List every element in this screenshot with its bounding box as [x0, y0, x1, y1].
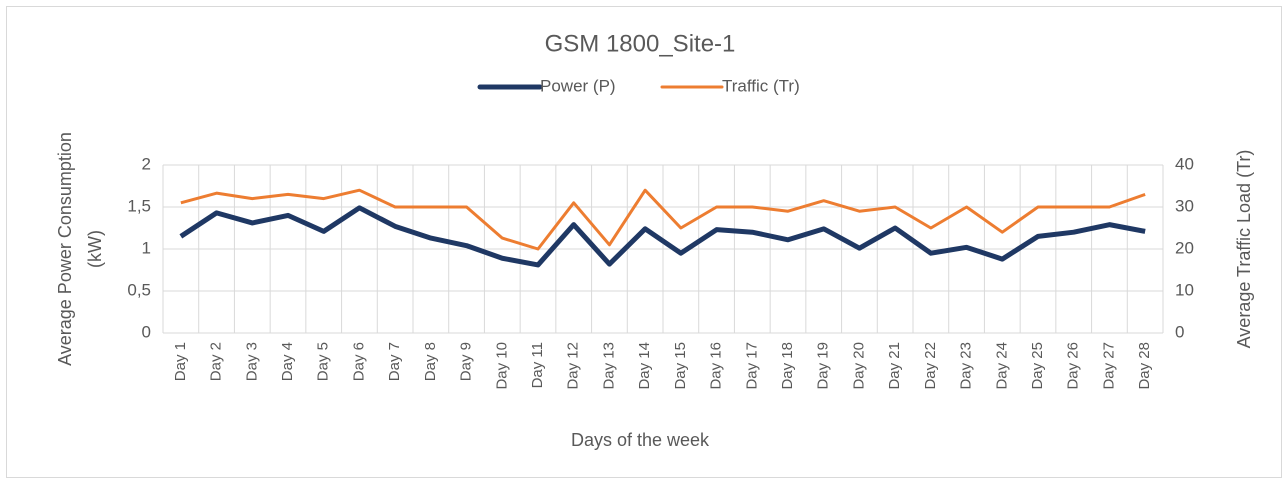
x-tick-label: Day 22	[922, 342, 939, 390]
x-tick-label: Day 5	[315, 342, 332, 381]
legend-label: Traffic (Tr)	[722, 76, 800, 95]
x-tick-label: Day 21	[886, 342, 903, 390]
y2-tick-label: 10	[1175, 280, 1194, 299]
x-tick-label: Day 28	[1136, 342, 1153, 390]
y-tick-label: 0	[142, 322, 151, 341]
x-tick-label: Day 11	[529, 342, 546, 388]
x-tick-label: Day 1	[172, 342, 189, 381]
y2-tick-label: 20	[1175, 238, 1194, 257]
y2-tick-label: 30	[1175, 196, 1194, 215]
y-tick-label: 2	[142, 154, 151, 173]
x-tick-label: Day 18	[779, 342, 796, 390]
x-tick-label: Day 25	[1029, 342, 1046, 390]
x-tick-label: Day 8	[422, 342, 439, 381]
y-tick-label: 1	[142, 238, 151, 257]
x-tick-label: Day 17	[743, 342, 760, 390]
x-tick-label: Day 9	[458, 342, 475, 381]
y-axis-title: Average Power Consumption (kW)	[55, 132, 105, 366]
y2-axis-title-group: Average Traffic Load (Tr)	[1234, 150, 1254, 349]
x-axis-title: Days of the week	[571, 430, 710, 450]
x-tick-label: Day 13	[600, 342, 617, 390]
series-line	[180, 188, 1146, 251]
x-tick-label: Day 2	[208, 342, 225, 381]
x-tick-label: Day 23	[958, 342, 975, 390]
chart-title: GSM 1800_Site-1	[545, 30, 736, 57]
chart-border	[6, 6, 1282, 478]
x-tick-label: Day 12	[565, 342, 582, 390]
y2-tick-label: 0	[1175, 322, 1184, 341]
x-tick-label: Day 14	[636, 342, 653, 390]
x-tick-label: Day 26	[1065, 342, 1082, 390]
x-tick-label: Day 7	[386, 342, 403, 381]
x-tick-label: Day 16	[708, 342, 725, 390]
y-axis-title-line: (kW)	[85, 230, 105, 268]
y2-axis-title: Average Traffic Load (Tr)	[1234, 150, 1254, 349]
x-tick-label: Day 6	[350, 342, 367, 381]
series-line	[179, 205, 1146, 268]
x-tick-label: Day 27	[1100, 342, 1117, 390]
legend-label: Power (P)	[540, 76, 616, 95]
x-tick-label: Day 4	[279, 342, 296, 381]
x-tick-label: Day 10	[493, 342, 510, 390]
x-tick-label: Day 19	[815, 342, 832, 390]
y-axis-title-line: Average Power Consumption	[55, 132, 75, 366]
x-tick-label: Day 24	[993, 342, 1010, 390]
x-tick-label: Day 3	[243, 342, 260, 381]
x-tick-label: Day 15	[672, 342, 689, 390]
y2-tick-label: 40	[1175, 154, 1194, 173]
y-tick-label: 0,5	[127, 280, 151, 299]
x-tick-label: Day 20	[850, 342, 867, 390]
y-tick-label: 1,5	[127, 196, 151, 215]
